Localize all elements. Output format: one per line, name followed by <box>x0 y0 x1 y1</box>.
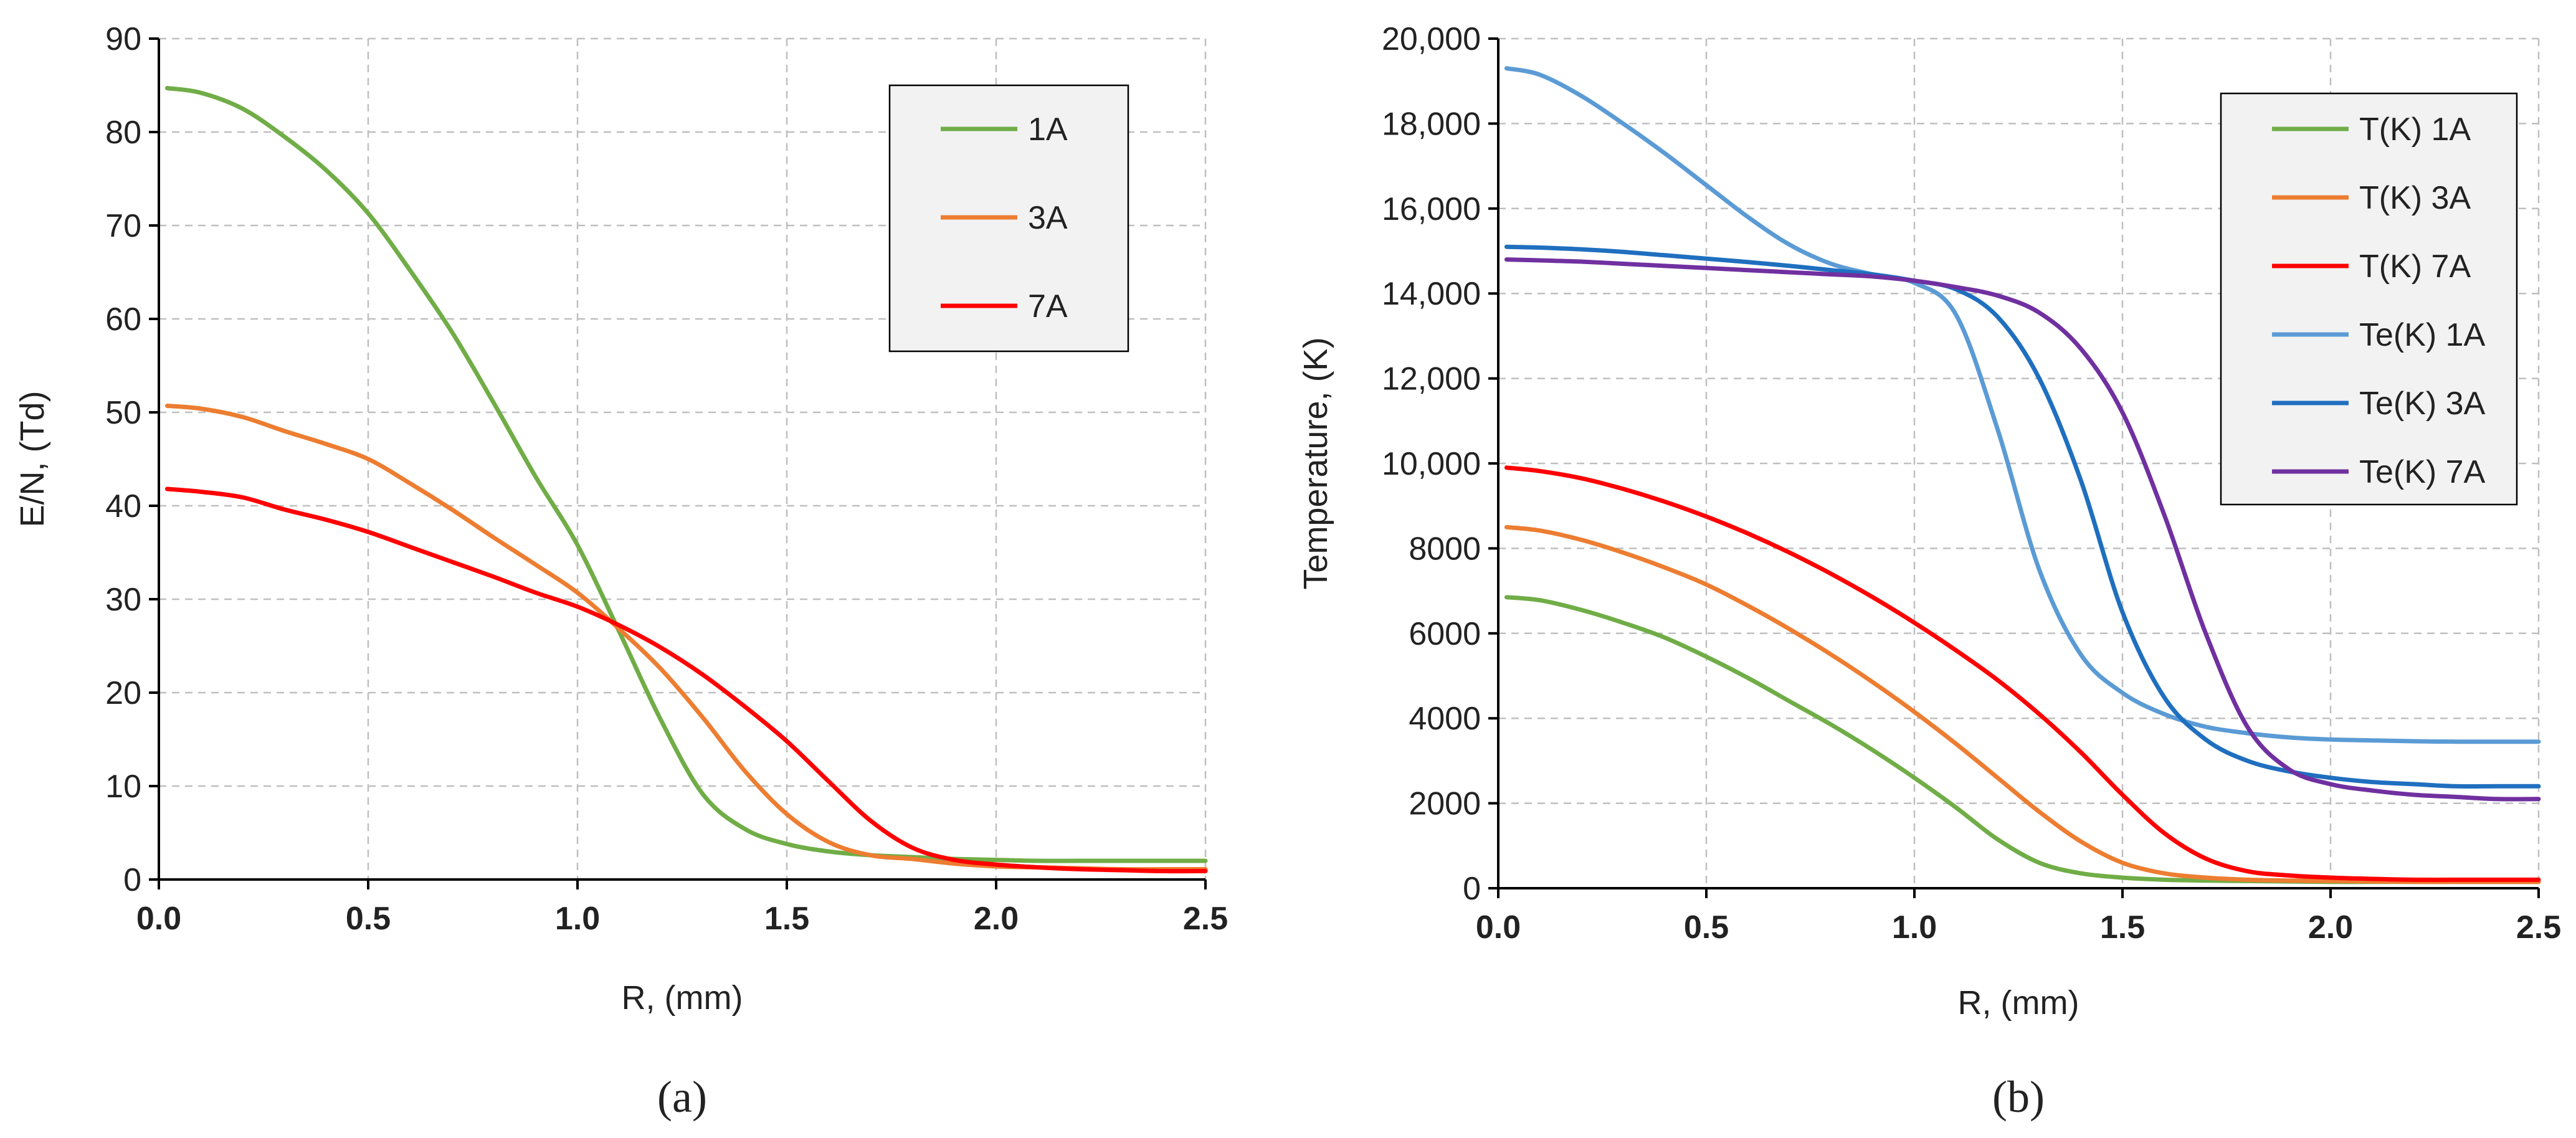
x-tick-label: 2.0 <box>974 901 1019 937</box>
legend-label-t-k-7a: T(K) 7A <box>2359 249 2471 285</box>
series-lines <box>164 86 1208 874</box>
legend-label-3a: 3A <box>1028 200 1068 236</box>
y-ticks: 0 10 20 30 40 50 60 70 80 90 <box>105 21 159 898</box>
series-line-7a <box>164 486 1208 874</box>
y-tick-label: 16,000 <box>1382 191 1481 227</box>
y-tick-label: 50 <box>105 395 141 431</box>
y-ticks: 0 2000 4000 6000 8000 10,000 12,000 14,000 16,00… <box>1382 21 1498 907</box>
y-tick-label: 10 <box>105 769 141 805</box>
y-tick-label: 0 <box>123 862 141 898</box>
y-tick-label: 90 <box>105 21 141 57</box>
y-tick-label: 6000 <box>1409 616 1481 652</box>
x-axis-title: R, (mm) <box>622 979 743 1017</box>
series-lines <box>1504 66 2541 884</box>
y-tick-label: 18,000 <box>1382 106 1481 142</box>
y-tick-label: 20,000 <box>1382 21 1481 57</box>
y-tick-label: 12,000 <box>1382 361 1481 397</box>
legend: T(K) 1A T(K) 3A T(K) 7A Te(K) 1A Te(K) 3A Te(… <box>2220 92 2518 506</box>
x-tick-label: 2.0 <box>2308 909 2353 946</box>
y-axis-title: E/N, (Td) <box>14 391 51 527</box>
legend-label-t-k-3a: T(K) 3A <box>2359 180 2471 216</box>
series-line-te-k-1a <box>1504 66 2541 744</box>
panel-label: (a) <box>657 1072 707 1122</box>
series-line-te-k-7a <box>1504 257 2541 802</box>
x-axis-title: R, (mm) <box>1958 984 2079 1022</box>
x-ticks: 0.0 0.5 1.0 1.5 2.0 2.5 <box>136 880 1228 937</box>
panel-label: (b) <box>1992 1072 2045 1122</box>
y-tick-label: 20 <box>105 675 141 711</box>
x-ticks: 0.0 0.5 1.0 1.5 2.0 2.5 <box>1476 888 2561 946</box>
y-tick-label: 10,000 <box>1382 446 1481 482</box>
x-tick-label: 1.0 <box>1892 909 1937 946</box>
x-tick-label: 0.5 <box>1684 909 1729 946</box>
y-tick-label: 0 <box>1463 871 1481 907</box>
chart-panel-a: 0.0 0.5 1.0 1.5 2.0 2.5 0 10 20 30 40 50 60 70 80 90 R, … <box>14 21 1228 1122</box>
y-tick-label: 40 <box>105 488 141 524</box>
x-tick-label: 1.5 <box>2100 909 2145 946</box>
legend-label-te-k-7a: Te(K) 7A <box>2359 454 2486 490</box>
x-tick-label: 1.5 <box>764 901 809 937</box>
x-tick-label: 0.5 <box>346 901 391 937</box>
chart-panel-b: 0.0 0.5 1.0 1.5 2.0 2.5 0 2000 4000 6000 8000 10,00… <box>1297 21 2561 1122</box>
y-tick-label: 60 <box>105 301 141 338</box>
legend-label-t-k-1a: T(K) 1A <box>2359 111 2471 148</box>
legend-label-te-k-3a: Te(K) 3A <box>2359 386 2486 422</box>
y-tick-label: 2000 <box>1409 786 1481 822</box>
x-tick-label: 2.5 <box>2516 909 2561 946</box>
y-tick-label: 8000 <box>1409 531 1481 567</box>
legend: 1A 3A 7A <box>888 84 1129 353</box>
y-tick-label: 70 <box>105 208 141 244</box>
legend-label-1a: 1A <box>1028 111 1068 148</box>
y-axis-title: Temperature, (K) <box>1297 337 1334 589</box>
y-tick-label: 14,000 <box>1382 276 1481 312</box>
series-line-1a <box>164 86 1208 863</box>
y-tick-label: 30 <box>105 582 141 618</box>
legend-box <box>2220 92 2518 506</box>
y-tick-label: 80 <box>105 115 141 151</box>
x-tick-label: 1.0 <box>555 901 600 937</box>
series-line-t-k-7a <box>1504 465 2541 882</box>
series-line-te-k-3a <box>1504 244 2541 789</box>
y-tick-label: 4000 <box>1409 701 1481 737</box>
x-tick-label: 2.5 <box>1183 901 1228 937</box>
legend-label-7a: 7A <box>1028 288 1068 325</box>
gridlines <box>159 37 1207 880</box>
x-tick-label: 0.0 <box>1476 909 1521 946</box>
series-line-t-k-3a <box>1504 524 2541 884</box>
legend-label-te-k-1a: Te(K) 1A <box>2359 317 2486 353</box>
x-tick-label: 0.0 <box>136 901 181 937</box>
